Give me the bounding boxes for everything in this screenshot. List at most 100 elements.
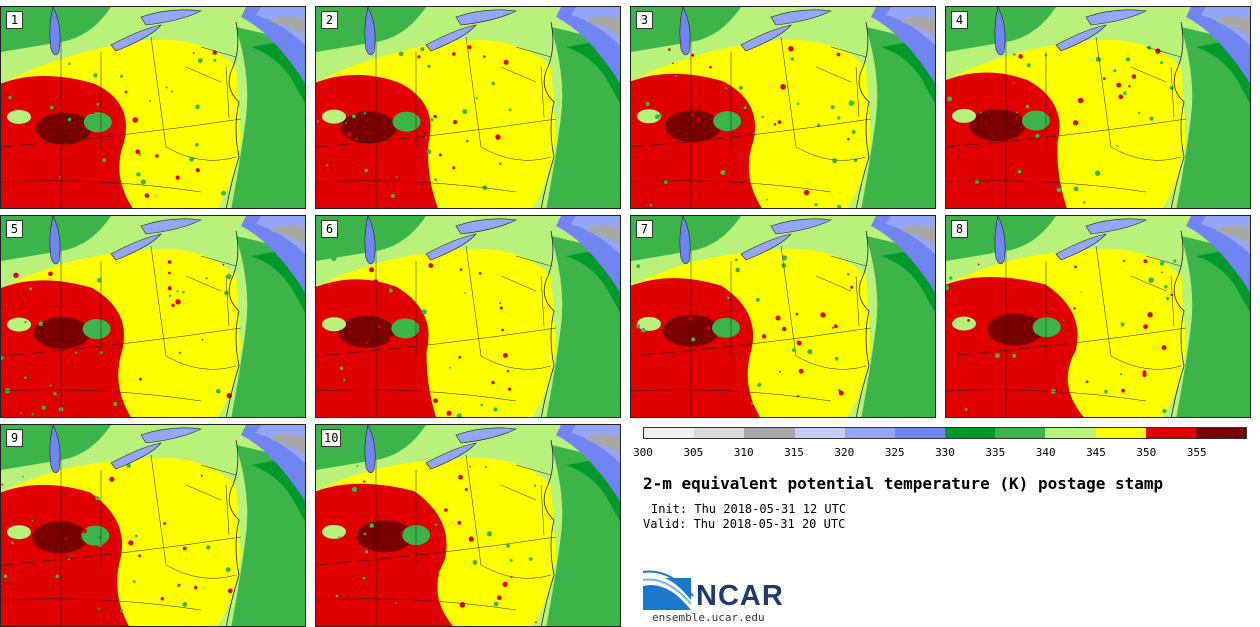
- speckle: [351, 114, 356, 119]
- cold-region: [1201, 216, 1250, 255]
- lake-ontario: [455, 9, 518, 26]
- speckle: [167, 286, 172, 291]
- speckle: [499, 306, 503, 310]
- hot-region: [946, 277, 1084, 417]
- coldest-region: [271, 16, 305, 36]
- speckle: [720, 169, 726, 175]
- speckle: [321, 503, 328, 510]
- speckle: [175, 299, 181, 305]
- speckle: [176, 290, 179, 293]
- speckle: [17, 165, 22, 170]
- speckle: [1143, 324, 1148, 329]
- speckle: [750, 402, 754, 405]
- speckle: [738, 85, 743, 90]
- speckle: [1016, 111, 1018, 114]
- speckle: [326, 164, 329, 167]
- speckle: [419, 381, 423, 385]
- coldest-region: [1216, 16, 1250, 36]
- speckle: [636, 264, 641, 269]
- speckle: [22, 397, 28, 403]
- panel-number-label: 7: [636, 220, 653, 238]
- speckle: [420, 47, 425, 52]
- speckle: [478, 272, 482, 275]
- speckle: [807, 349, 813, 355]
- speckle: [850, 285, 854, 289]
- speckle: [452, 52, 456, 56]
- speckle: [132, 580, 136, 583]
- colorbar-tick-label: 325: [884, 446, 905, 459]
- speckle: [1166, 296, 1170, 301]
- speckle: [362, 576, 366, 580]
- speckle: [389, 336, 395, 342]
- speckle: [72, 558, 76, 562]
- speckle: [1, 355, 4, 360]
- colorbar-tick-label: 320: [834, 446, 855, 459]
- speckle: [1080, 291, 1082, 294]
- cool-pocket: [83, 112, 112, 133]
- speckle: [535, 621, 537, 624]
- coastline: [225, 230, 240, 417]
- ocean-green: [861, 236, 935, 417]
- speckle: [1073, 120, 1079, 126]
- speckle: [104, 178, 109, 183]
- speckle: [4, 558, 10, 564]
- speckle: [155, 154, 159, 158]
- speckle: [458, 474, 463, 480]
- state-boundary: [150, 454, 167, 566]
- speckle: [480, 403, 483, 407]
- state-boundary: [200, 46, 237, 58]
- speckle: [1104, 389, 1108, 394]
- speckle: [35, 190, 38, 193]
- speckle: [946, 285, 949, 291]
- speckle: [55, 574, 60, 579]
- lake-michigan: [49, 7, 61, 56]
- state-boundary: [1130, 66, 1167, 83]
- state-boundary: [165, 146, 237, 161]
- speckle: [1147, 312, 1153, 318]
- speckle: [773, 123, 777, 126]
- speckle: [1142, 370, 1147, 374]
- panel-number-label: 3: [636, 11, 653, 29]
- colorbar-tick-label: 350: [1136, 446, 1157, 459]
- speckle: [953, 312, 959, 318]
- speckle: [667, 382, 670, 385]
- lake-ontario: [455, 218, 518, 235]
- speckle: [1162, 408, 1167, 414]
- speckle: [31, 413, 34, 416]
- speckle: [96, 277, 102, 283]
- speckle: [366, 341, 369, 344]
- map-panel: 4: [945, 6, 1251, 209]
- speckle: [1169, 85, 1174, 91]
- ocean-green: [231, 445, 305, 626]
- speckle: [781, 255, 788, 261]
- state-boundary: [465, 245, 482, 357]
- speckle: [334, 139, 340, 145]
- speckle: [1085, 380, 1089, 384]
- hottest-core: [665, 110, 722, 143]
- state-boundary: [631, 389, 832, 402]
- speckle: [735, 267, 740, 273]
- cool-pocket: [322, 524, 346, 539]
- speckle: [434, 523, 438, 526]
- speckle: [796, 394, 800, 398]
- lake-ontario: [140, 218, 203, 235]
- state-boundary: [946, 180, 1147, 193]
- speckle: [994, 353, 1000, 359]
- speckle: [8, 403, 11, 406]
- speckle: [457, 520, 462, 525]
- speckle: [1116, 82, 1122, 88]
- speckle: [338, 536, 341, 539]
- coastline: [855, 230, 870, 417]
- state-boundary: [855, 275, 860, 327]
- speckle: [788, 46, 794, 52]
- speckle: [212, 50, 217, 55]
- speckle: [363, 480, 366, 483]
- speckle: [403, 516, 406, 519]
- lake-erie: [110, 24, 162, 52]
- valid-time: Valid: Thu 2018-05-31 20 UTC: [643, 517, 846, 531]
- speckle: [171, 303, 175, 307]
- state-boundary: [780, 245, 797, 357]
- speckle: [405, 304, 408, 308]
- speckle: [837, 116, 841, 120]
- speckle: [428, 263, 434, 268]
